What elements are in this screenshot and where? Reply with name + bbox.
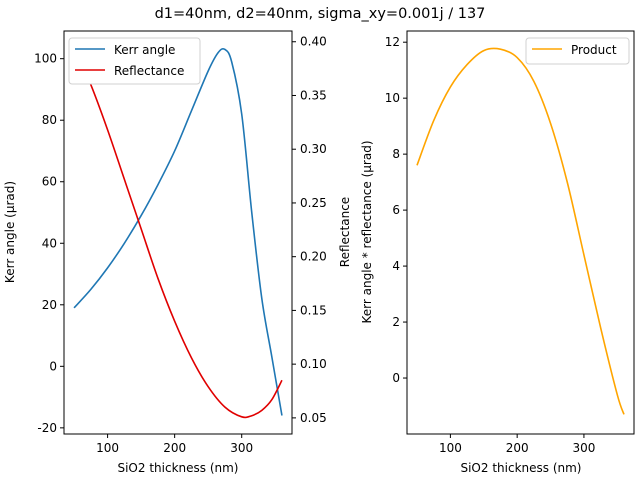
legend-label-kerr: Kerr angle [114,43,175,57]
legend-label-reflectance: Reflectance [114,64,184,78]
right-plot-area [416,47,625,415]
right-axes-frame [406,30,635,435]
left-y-tick-label: -20 [37,421,57,435]
left-right-y-tick-label: 0.40 [300,35,327,49]
left-y-axis-label: Kerr angle (µrad) [3,181,17,283]
left-right-y-tick-label: 0.15 [300,303,327,317]
left-x-tick-label: 300 [230,441,253,455]
left-right-y-tick-label: 0.30 [300,142,327,156]
right-x-tick-label: 100 [439,441,462,455]
left-x-axis-label: SiO2 thickness (nm) [117,461,238,475]
left-right-y-tick-label: 0.20 [300,250,327,264]
left-y-tick-label: 0 [49,359,57,373]
left-x-tick-label: 100 [96,441,119,455]
series-line-product [416,47,625,415]
right-x-tick-label: 200 [506,441,529,455]
left-y-tick-label: 60 [42,175,57,189]
left-right-y-tick-label: 0.35 [300,88,327,102]
left-right-y-tick-label: 0.05 [300,411,327,425]
series-line-reflectance [73,46,283,419]
left-y-tick-label: 40 [42,236,57,250]
left-right-y-axis-label: Reflectance [338,197,352,267]
left-legend: Kerr angle Reflectance [68,37,201,85]
right-y-tick-label: 10 [385,91,400,105]
right-y-tick-label: 12 [385,35,400,49]
series-line-kerr-angle [73,47,283,416]
left-y-tick-label: 80 [42,113,57,127]
legend-label-product: Product [571,43,617,57]
left-right-y-tick-label: 0.10 [300,357,327,371]
left-y-ticks: -20 0 20 40 60 80 100 [34,52,64,435]
left-x-tick-label: 200 [163,441,186,455]
right-y-tick-label: 2 [392,315,400,329]
left-axes-frame [63,30,293,435]
right-y-tick-label: 0 [392,371,400,385]
right-y-ticks: 0 2 4 6 8 10 12 [385,35,407,385]
right-legend: Product [525,37,630,65]
right-y-tick-label: 6 [392,203,400,217]
left-right-y-tick-label: 0.25 [300,196,327,210]
right-x-tick-label: 300 [572,441,595,455]
right-x-axis-label: SiO2 thickness (nm) [460,461,581,475]
right-legend-box [525,37,630,65]
right-y-tick-label: 8 [392,147,400,161]
right-x-ticks: 100 200 300 [439,434,595,455]
left-right-y-ticks: 0.05 0.10 0.15 0.20 0.25 0.30 0.35 0.40 [292,35,327,425]
figure-title: d1=40nm, d2=40nm, sigma_xy=0.001j / 137 [155,6,486,22]
left-y-tick-label: 100 [34,52,57,66]
left-plot-area [73,46,283,419]
right-y-axis-label: Kerr angle * reflectance (µrad) [360,141,374,324]
right-y-tick-label: 4 [392,259,400,273]
left-y-tick-label: 20 [42,298,57,312]
left-x-ticks: 100 200 300 [96,434,253,455]
